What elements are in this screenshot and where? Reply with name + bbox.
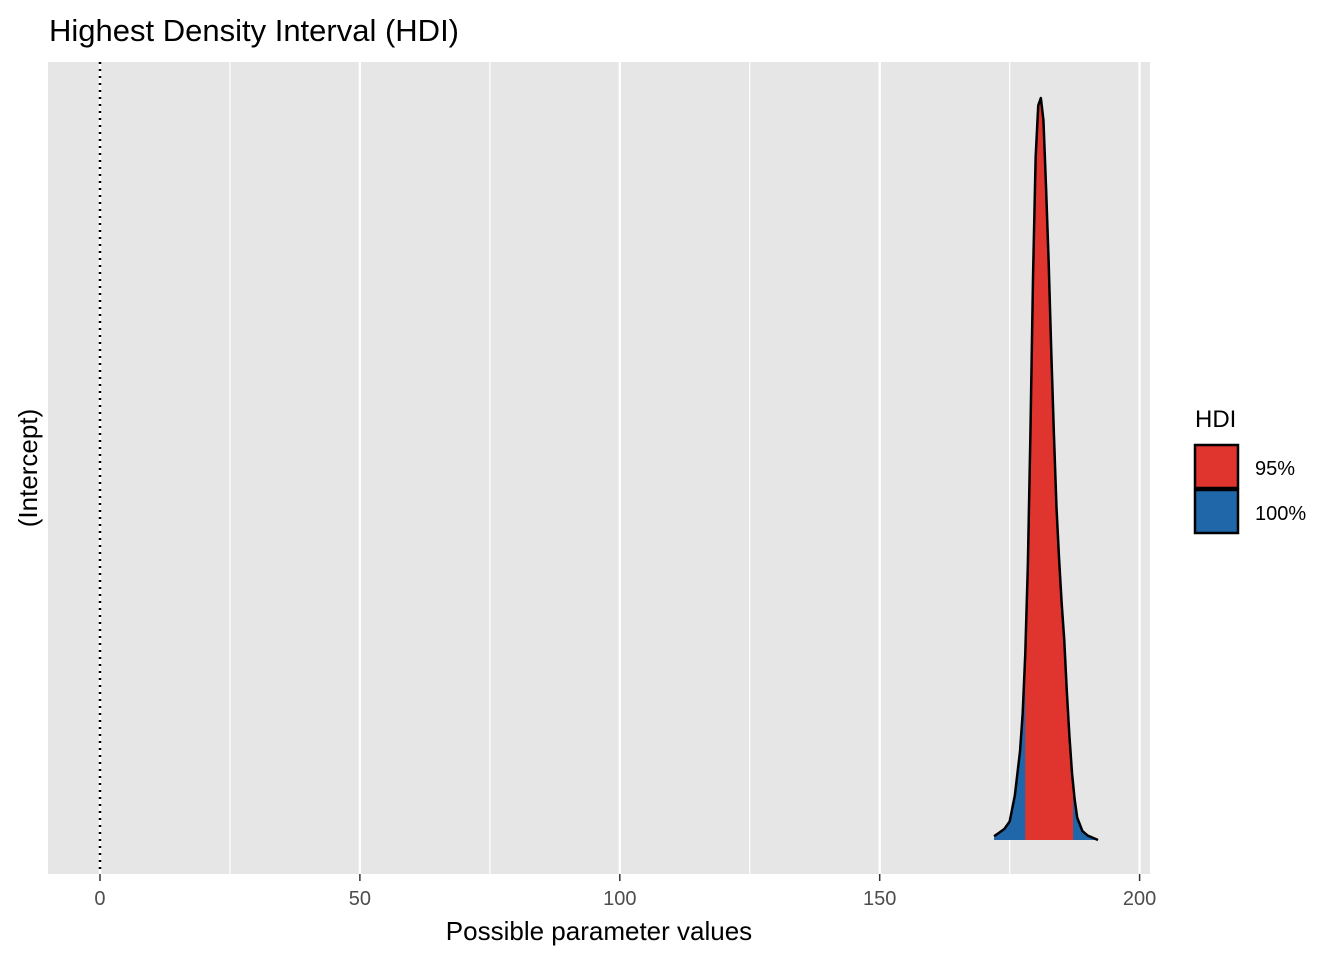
x-axis: 0 50 100 150 200 [94, 874, 1156, 910]
legend-label: 95% [1255, 458, 1295, 480]
x-tick-label: 150 [863, 888, 896, 910]
chart-title: Highest Density Interval (HDI) [49, 13, 459, 48]
x-tick-label: 0 [94, 888, 105, 910]
x-tick-label: 50 [349, 888, 371, 910]
legend: HDI 95% 100% [1193, 406, 1306, 535]
legend-swatch [1193, 443, 1240, 490]
x-axis-title: Possible parameter values [446, 916, 752, 946]
plot-panel [48, 62, 1150, 874]
x-tick-label: 100 [603, 888, 636, 910]
hdi-95-area [1025, 98, 1074, 840]
x-tick-label: 200 [1123, 888, 1156, 910]
density-outline [993, 96, 1099, 842]
legend-title: HDI [1195, 406, 1236, 433]
density-layer [993, 96, 1099, 842]
y-axis-title: (Intercept) [13, 409, 43, 528]
legend-swatch [1193, 488, 1240, 535]
legend-label: 100% [1255, 503, 1306, 525]
